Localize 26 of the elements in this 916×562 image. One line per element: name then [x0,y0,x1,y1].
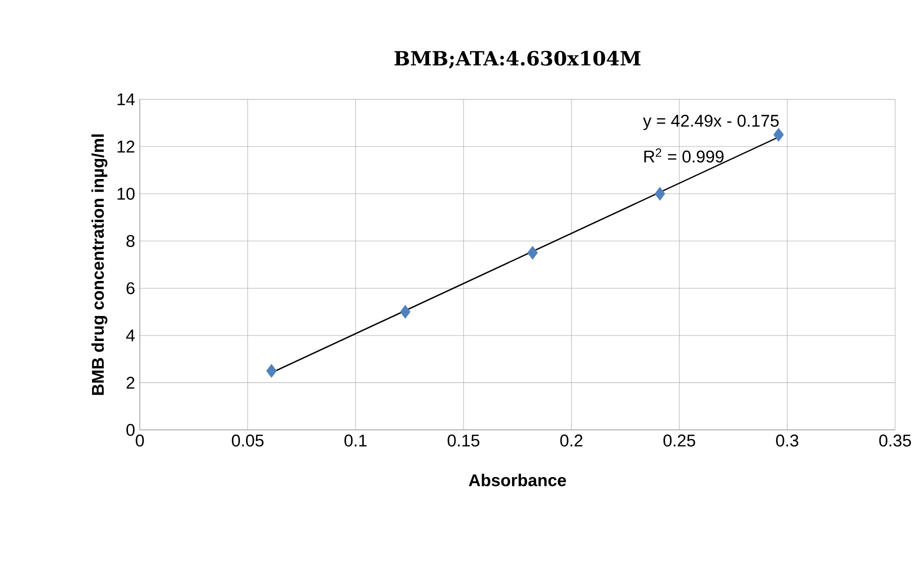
x-tick-label: 0.15 [448,434,480,447]
y-tick-label: 2 [126,376,134,389]
x-tick-label: 0.2 [560,434,582,447]
point [527,246,538,260]
x-tick-label: 0 [136,434,144,447]
annotation: R$^{2}$ = 0.999 [644,148,724,163]
x-axis-title: Absorbance [468,474,566,486]
point [654,187,666,201]
point [266,364,277,378]
y-tick-label: 12 [118,140,134,153]
x-tick-label: 0.25 [663,434,696,447]
y-tick-label: 10 [118,188,135,200]
y-tick-label: 4 [126,330,135,342]
chart-title: BMB;ATA:4.630x104M [394,50,640,69]
y-tick-label: 6 [126,282,134,294]
y-tick-label: 0 [126,424,135,436]
y-axis-title: BMB drug concentration inµg/ml [91,134,108,395]
x-tick-label: 0.3 [776,434,798,447]
point [773,128,784,142]
annotation: y = 42.49x - 0.175 [642,114,779,130]
y-tick-label: 8 [126,235,134,248]
x-tick-label: 0.35 [879,434,911,447]
x-tick-label: 0.05 [232,434,264,447]
x-tick-label: 0.1 [344,434,367,447]
y-tick-label: 14 [118,94,135,106]
point [400,305,410,319]
